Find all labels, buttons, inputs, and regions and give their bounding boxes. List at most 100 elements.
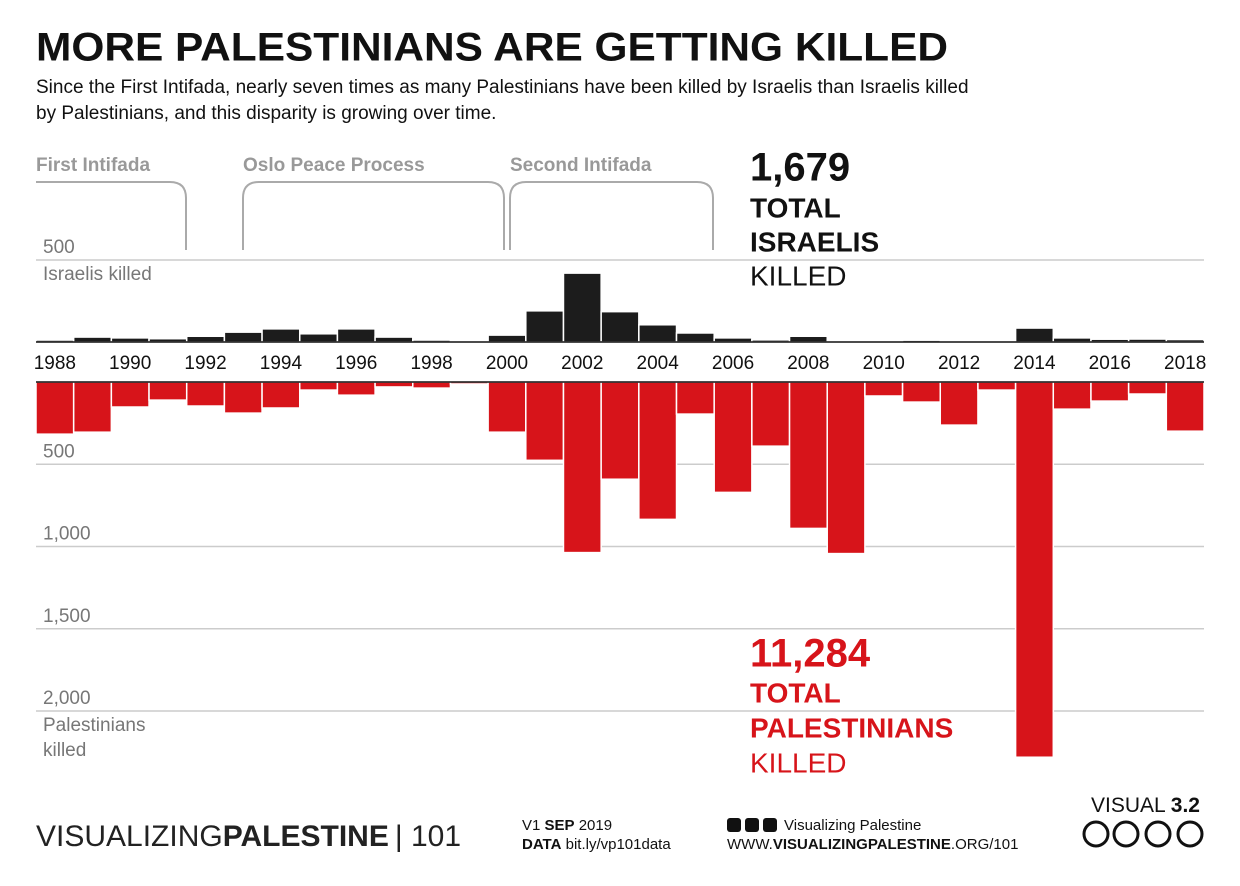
x-tick-label: 1992 <box>184 353 226 374</box>
x-tick-label: 2004 <box>637 353 680 374</box>
x-tick-label: 1996 <box>335 353 377 374</box>
total-text: KILLED <box>750 260 847 291</box>
y-tick-label: 500 <box>43 237 75 258</box>
total-text: ISRAELIS <box>750 226 879 257</box>
visual: VISUAL <box>1091 794 1165 817</box>
bar <box>525 381 565 462</box>
site: WWW. <box>727 836 773 853</box>
bar <box>939 381 979 426</box>
total-number: 1,679 <box>750 146 850 190</box>
bar <box>713 381 753 494</box>
bar <box>525 310 565 343</box>
bar <box>562 272 602 343</box>
bar <box>487 381 527 433</box>
x-tick-label: 2012 <box>938 353 980 374</box>
icon <box>1144 820 1172 848</box>
data-source: DATA bit.ly/vp101data <box>522 836 671 853</box>
x-tick-label: 2008 <box>787 353 829 374</box>
social: Visualizing Palestine <box>784 817 921 834</box>
data-source: bit.ly/vp101data <box>566 836 672 853</box>
bar <box>223 381 263 414</box>
visual: 3.2 <box>1171 794 1200 817</box>
bar <box>1090 381 1130 402</box>
version: V1 SEP 2019 <box>522 817 612 834</box>
data-source: DATA <box>522 836 562 853</box>
bar <box>148 381 188 401</box>
bar <box>336 328 376 343</box>
bar <box>751 381 791 447</box>
x-tick-label: 2000 <box>486 353 528 374</box>
axis-label: Israelis killed <box>43 264 152 285</box>
site: .ORG/101 <box>951 836 1019 853</box>
bar <box>638 324 678 343</box>
icon <box>763 818 777 832</box>
bar <box>1052 381 1092 410</box>
bar <box>1127 381 1168 395</box>
x-tick-label: 2010 <box>863 353 905 374</box>
axis-label: Palestinians killed <box>43 715 146 761</box>
bar <box>901 381 942 403</box>
bar <box>675 332 715 343</box>
brand: VISUALIZING <box>36 820 223 853</box>
bar <box>412 381 452 389</box>
bar <box>223 331 263 343</box>
x-tick-label: 2014 <box>1013 353 1056 374</box>
total-text: PALESTINIANS <box>750 712 953 743</box>
visual: VISUAL 3.2 <box>1091 794 1200 817</box>
bar <box>336 381 376 396</box>
site: WWW.VISUALIZINGPALESTINE.ORG/101 <box>727 836 1018 853</box>
icon <box>727 818 741 832</box>
bar <box>185 381 226 407</box>
bar <box>185 335 226 343</box>
icon <box>745 818 759 832</box>
x-tick-label: 2016 <box>1089 353 1131 374</box>
total-text: TOTAL <box>750 192 841 223</box>
bar <box>110 381 150 408</box>
x-tick-label: 2006 <box>712 353 754 374</box>
brand: VISUALIZINGPALESTINE | 101 <box>36 820 461 853</box>
brand: PALESTINE <box>223 820 389 853</box>
bar <box>788 381 828 530</box>
site: VISUALIZINGPALESTINE <box>773 836 951 853</box>
bar <box>675 381 715 415</box>
subtitle: Since the First Intifada, nearly seven t… <box>36 77 969 124</box>
bar <box>35 381 75 435</box>
bar <box>261 328 301 343</box>
icon <box>1082 820 1110 848</box>
bar <box>638 381 678 521</box>
bar <box>826 381 866 555</box>
y-tick-label: 1,000 <box>43 524 91 545</box>
bar <box>1165 381 1205 432</box>
title: MORE PALESTINIANS ARE GETTING KILLED <box>36 26 948 70</box>
bar <box>1014 327 1055 343</box>
bracket <box>509 181 714 250</box>
x-tick-label: 1994 <box>260 353 303 374</box>
total-number: 11,284 <box>750 632 871 676</box>
bar <box>487 334 527 343</box>
bracket <box>242 181 505 250</box>
bar <box>562 381 602 554</box>
y-tick-label: 2,000 <box>43 688 91 709</box>
version: SEP <box>545 817 575 834</box>
y-tick-label: 500 <box>43 441 75 462</box>
y-tick-label: 1,500 <box>43 606 91 627</box>
x-tick-label: 1998 <box>410 353 452 374</box>
version: V1 <box>522 817 540 834</box>
total-text: TOTAL <box>750 677 841 708</box>
x-tick-label: 2018 <box>1164 353 1206 374</box>
bar <box>600 310 640 343</box>
license-icons <box>1082 820 1204 848</box>
bar <box>977 381 1017 391</box>
icon <box>1176 820 1204 848</box>
bar <box>788 335 828 343</box>
bar <box>72 381 113 433</box>
x-tick-label: 1990 <box>109 353 151 374</box>
bar <box>261 381 301 409</box>
bar <box>298 333 339 343</box>
bracket <box>36 181 187 250</box>
period-label: Oslo Peace Process <box>243 155 425 176</box>
bar <box>864 381 904 397</box>
x-tick-label: 1988 <box>34 353 76 374</box>
